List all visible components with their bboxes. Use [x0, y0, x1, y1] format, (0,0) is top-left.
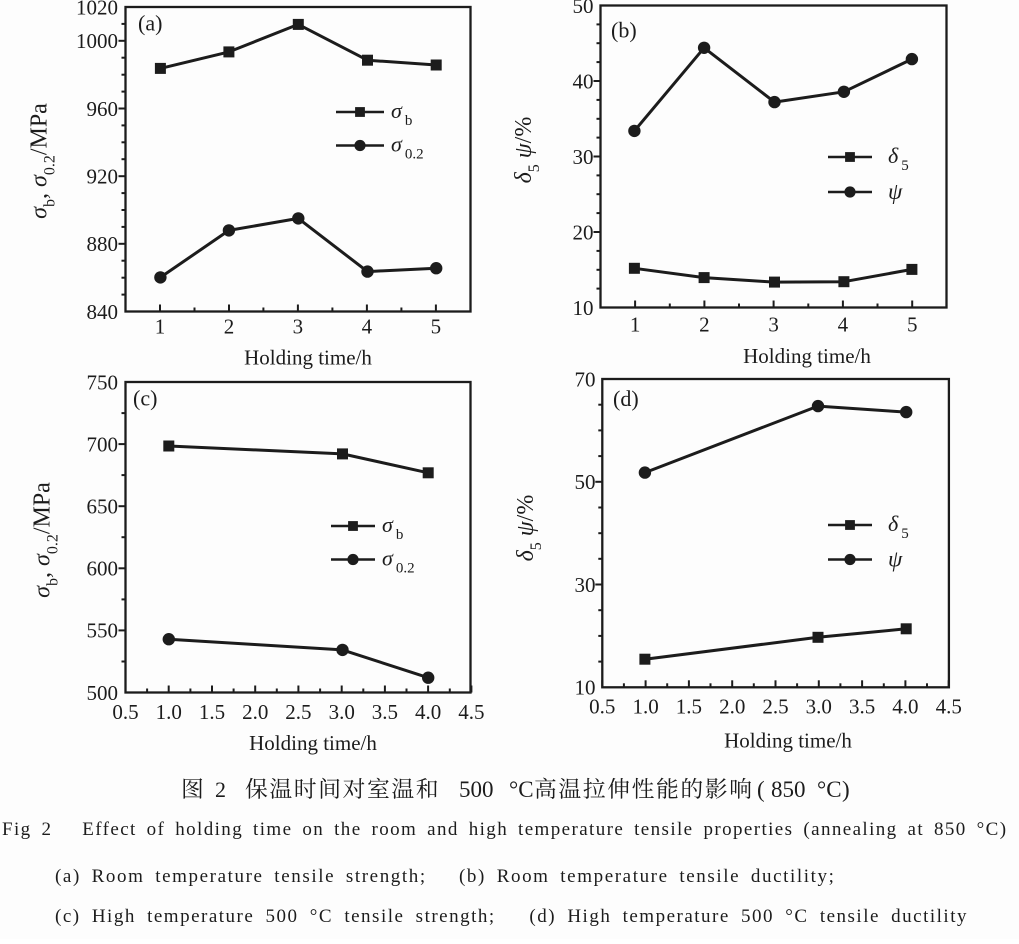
svg-text:2.0: 2.0	[719, 695, 745, 719]
svg-text:4.5: 4.5	[458, 700, 484, 724]
svg-text:10: 10	[573, 296, 594, 320]
svg-text:Holding time/h: Holding time/h	[249, 731, 377, 755]
svg-text:4: 4	[838, 313, 849, 337]
svg-text:4.0: 4.0	[415, 700, 441, 724]
svg-text:ψ: ψ	[888, 547, 903, 572]
svg-text:0.5: 0.5	[589, 695, 615, 719]
svg-text:500: 500	[459, 777, 494, 802]
svg-text:840: 840	[87, 300, 119, 324]
svg-text:1.5: 1.5	[676, 695, 702, 719]
svg-text:(a) Room temperature tensile s: (a) Room temperature tensile strength; (…	[55, 866, 836, 887]
svg-text:1.0: 1.0	[156, 700, 182, 724]
svg-text:1.0: 1.0	[632, 695, 658, 719]
svg-text:920: 920	[87, 165, 119, 189]
svg-text:): )	[842, 777, 850, 802]
svg-text:σb, σ0.2/MPa: σb, σ0.2/MPa	[27, 103, 59, 219]
svg-text:3.5: 3.5	[372, 700, 398, 724]
svg-text:960: 960	[87, 97, 119, 121]
svg-text:4.5: 4.5	[936, 695, 962, 719]
svg-text:30: 30	[573, 145, 594, 169]
svg-text:70: 70	[575, 367, 596, 391]
svg-text:δ5 ψ/%: δ5 ψ/%	[511, 117, 543, 184]
svg-text:40: 40	[573, 69, 594, 93]
svg-text:(: (	[757, 777, 765, 802]
svg-text:3.5: 3.5	[849, 695, 875, 719]
svg-text:(c): (c)	[133, 386, 157, 411]
svg-text:650: 650	[87, 495, 119, 519]
svg-text:°C: °C	[509, 777, 534, 802]
svg-text:3.0: 3.0	[806, 695, 832, 719]
svg-text:550: 550	[87, 619, 119, 643]
svg-text:20: 20	[573, 220, 594, 244]
svg-text:1000: 1000	[76, 29, 118, 53]
svg-text:(d): (d)	[613, 386, 639, 411]
svg-text:50: 50	[575, 470, 596, 494]
svg-text:1: 1	[155, 315, 166, 339]
svg-text:3: 3	[293, 315, 304, 339]
svg-text:Holding time/h: Holding time/h	[743, 344, 871, 368]
svg-text:500: 500	[87, 681, 119, 705]
svg-text:4.0: 4.0	[892, 695, 918, 719]
svg-text:2.5: 2.5	[285, 700, 311, 724]
svg-text:ψ: ψ	[888, 179, 903, 204]
svg-text:2.5: 2.5	[762, 695, 788, 719]
svg-text:50: 50	[573, 0, 594, 18]
svg-text:3.0: 3.0	[329, 700, 355, 724]
svg-text:(b): (b)	[611, 18, 637, 43]
svg-text:σb, σ0.2/MPa: σb, σ0.2/MPa	[30, 482, 62, 598]
svg-text:880: 880	[87, 232, 119, 256]
svg-text:5: 5	[431, 315, 442, 339]
svg-text:1.5: 1.5	[199, 700, 225, 724]
svg-text:10: 10	[575, 676, 596, 700]
svg-text:Fig 2 Effect of holding time: Fig 2 Effect of holding time on the room…	[2, 819, 1007, 840]
svg-text:2: 2	[215, 777, 226, 802]
svg-text:0.5: 0.5	[112, 700, 138, 724]
svg-text:°C: °C	[817, 777, 842, 802]
svg-text:5: 5	[907, 313, 918, 337]
svg-text:1: 1	[630, 313, 641, 337]
svg-text:δ5 ψ/%: δ5 ψ/%	[513, 495, 545, 562]
svg-text:700: 700	[87, 432, 119, 456]
svg-text:2: 2	[699, 313, 710, 337]
svg-text:3: 3	[768, 313, 779, 337]
svg-text:Holding time/h: Holding time/h	[724, 729, 852, 753]
svg-text:30: 30	[575, 573, 596, 597]
svg-text:850: 850	[771, 777, 806, 802]
svg-text:600: 600	[87, 557, 119, 581]
svg-text:750: 750	[87, 370, 119, 394]
svg-text:1020: 1020	[76, 0, 118, 19]
svg-text:(a): (a)	[138, 11, 162, 36]
svg-text:2: 2	[224, 315, 235, 339]
svg-text:(c) High temperature 500 °C te: (c) High temperature 500 °C tensile stre…	[55, 906, 968, 927]
svg-text:2.0: 2.0	[242, 700, 268, 724]
svg-text:Holding time/h: Holding time/h	[244, 346, 372, 370]
svg-text:4: 4	[362, 315, 373, 339]
